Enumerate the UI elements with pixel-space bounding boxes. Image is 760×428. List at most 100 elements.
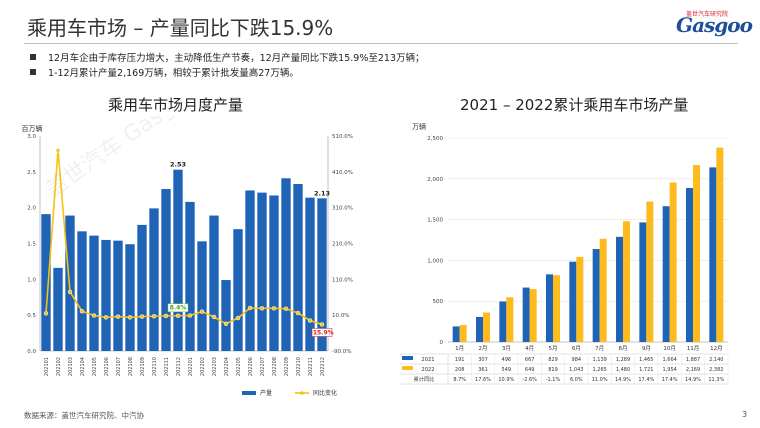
table-cell: 549 (502, 367, 512, 373)
title-divider (24, 43, 738, 44)
table-cell: 361 (478, 367, 488, 373)
table-cell: 496 (502, 357, 512, 363)
line-data-label-box (311, 328, 333, 337)
y2-tick-label: 210.0% (332, 242, 353, 248)
x-tick-label: 202211 (308, 357, 314, 376)
point-yoy (175, 313, 181, 318)
point-yoy (235, 315, 241, 321)
page-number: 3 (742, 410, 748, 419)
table-cell: 2,140 (709, 357, 723, 363)
summary-bullets: 12月车企由于库存压力增大，主动降低生产节奏，12月产量同比下跌15.9%至21… (30, 49, 425, 79)
x-tick-label: 202110 (152, 357, 158, 376)
bar-production (41, 214, 51, 351)
point-yoy (199, 309, 205, 314)
x-tick-label: 4月 (525, 345, 534, 352)
point-yoy (163, 313, 169, 319)
bar-2021 (662, 206, 670, 342)
table-row-label: 累计同比 (414, 375, 435, 383)
table-cell: 208 (455, 367, 465, 373)
table-cell: 1,265 (593, 367, 607, 373)
bar-2021 (686, 188, 693, 342)
table-cell: 14.9% (685, 377, 701, 383)
line-data-label: -15.9% (310, 329, 333, 336)
x-tick-label: 11月 (687, 345, 700, 352)
bar-production (185, 201, 195, 351)
bar-production (221, 280, 231, 351)
x-tick-label: 202101 (44, 357, 50, 376)
bar-2021 (522, 287, 530, 342)
x-tick-label: 10月 (663, 345, 676, 352)
table-cell: 1,664 (663, 357, 677, 363)
y2-tick-label: 410.0% (332, 170, 353, 176)
table-cell: 10.9% (498, 377, 514, 383)
y-tick-label: 2,000 (427, 177, 443, 183)
table-cell: 1,480 (616, 367, 630, 373)
table-cell: -2.6% (522, 377, 537, 383)
table-cell: 6.0% (570, 377, 583, 383)
y-tick-label: 1.0 (27, 277, 36, 283)
bar-data-label: 2.53 (170, 161, 186, 169)
point-yoy (151, 313, 157, 319)
table-legend-swatch (402, 356, 413, 360)
x-tick-label: 202104 (80, 357, 86, 376)
x-tick-label: 202207 (260, 357, 266, 376)
bar-production (53, 267, 63, 351)
x-tick-label: 12月 (710, 345, 723, 352)
point-yoy (283, 306, 289, 311)
bar-2021 (499, 301, 507, 342)
legend-label: 同比变化 (313, 389, 337, 397)
bar-production (257, 192, 267, 351)
left-chart-title: 乘用车市场月度产量 (108, 96, 244, 114)
logo-subtitle: 盖世汽车研究院 (686, 11, 729, 18)
x-tick-label: 1月 (455, 345, 464, 352)
table-cell: 307 (478, 357, 488, 363)
x-tick-label: 8月 (619, 345, 628, 352)
x-tick-label: 202106 (104, 357, 110, 376)
x-tick-label: 202102 (56, 357, 62, 376)
right-chart-title: 2021 – 2022累计乘用车市场产量 (460, 96, 689, 114)
bar-2022 (483, 312, 490, 342)
line-data-label: 8.4% (170, 305, 187, 312)
point-yoy (67, 289, 73, 295)
x-tick-label: 202107 (116, 357, 122, 376)
table-cell: 1,465 (639, 357, 653, 363)
bar-2022 (669, 182, 677, 342)
x-tick-label: 202205 (236, 357, 242, 376)
y-tick-label: 1,500 (427, 218, 443, 224)
y-tick-label: 1.5 (27, 242, 36, 248)
monthly-production-chart: 盖世汽车 Gasgoo 百万辆0.00.51.01.52.02.53.0-90.… (22, 116, 353, 397)
x-tick-label: 7月 (595, 345, 604, 352)
table-cell: 11.0% (592, 377, 608, 383)
point-yoy (247, 305, 253, 311)
bar-2021 (452, 326, 460, 342)
bar-2022 (576, 256, 584, 342)
x-tick-label: 202103 (68, 357, 74, 376)
data-source: 数据来源：盖世汽车研究院、中汽协 (24, 411, 144, 420)
legend-swatch-marker (300, 391, 304, 395)
point-yoy (259, 306, 265, 311)
point-yoy (223, 321, 229, 327)
bar-2022 (506, 297, 514, 342)
point-yoy (271, 306, 277, 311)
bar-2022 (529, 289, 537, 342)
table-cell: 1,289 (616, 357, 630, 363)
bar-2021 (639, 222, 647, 342)
x-tick-label: 3月 (502, 345, 511, 352)
x-tick-label: 202105 (92, 357, 98, 376)
table-legend-swatch (402, 366, 413, 370)
x-tick-label: 202201 (188, 357, 194, 376)
bar-2022 (646, 201, 654, 342)
x-tick-label: 202111 (164, 357, 170, 376)
y2-tick-label: 10.0% (332, 313, 349, 319)
y-tick-label: 2.5 (27, 170, 36, 176)
point-yoy (319, 322, 325, 327)
table-cell: 191 (455, 357, 465, 363)
x-tick-label: 6月 (572, 345, 581, 352)
legend-label: 产量 (260, 389, 272, 397)
bar-2021 (546, 274, 553, 342)
x-tick-label: 2月 (479, 345, 488, 352)
x-tick-label: 202209 (284, 357, 290, 376)
bar-production (245, 190, 255, 351)
y2-tick-label: 110.0% (332, 277, 353, 283)
x-tick-label: 5月 (549, 345, 558, 352)
